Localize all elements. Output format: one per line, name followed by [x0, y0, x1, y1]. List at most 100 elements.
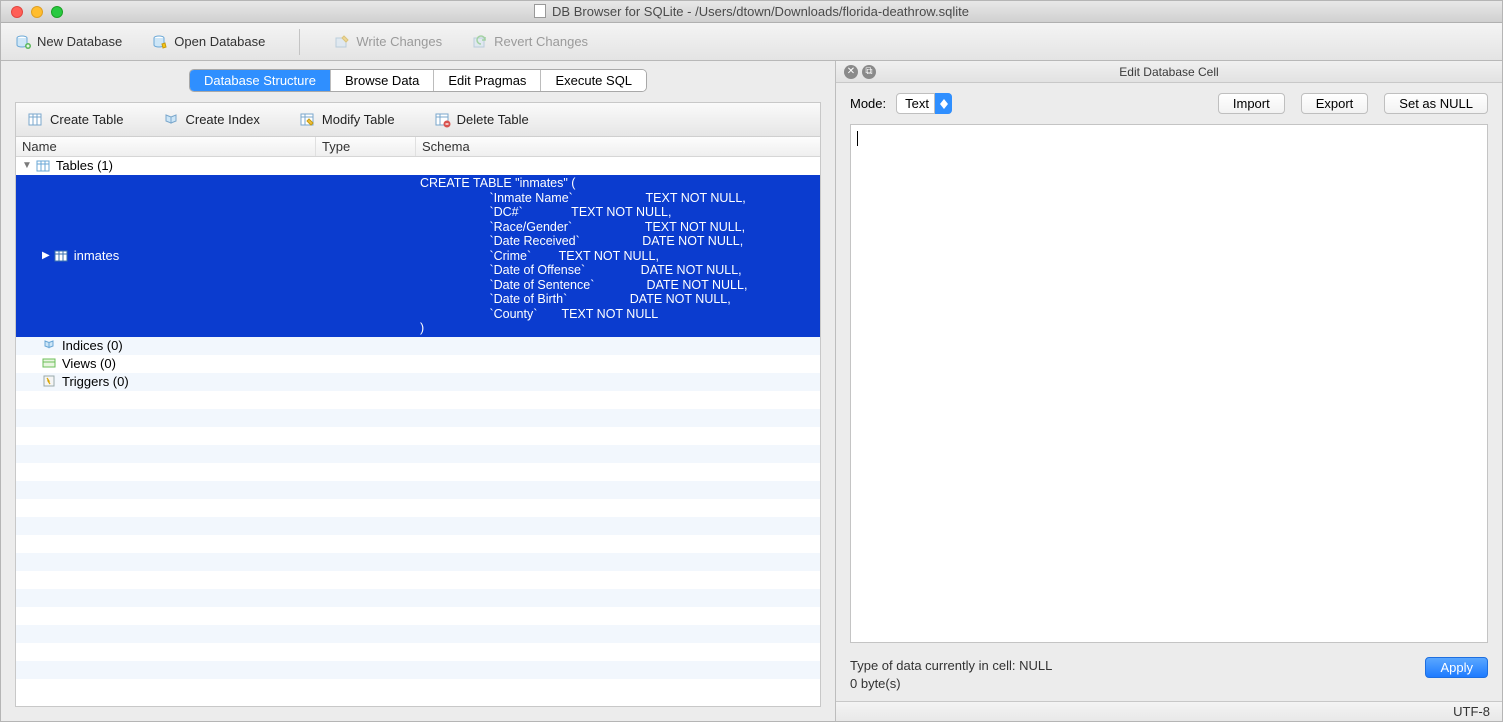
- cell-editor[interactable]: [850, 124, 1488, 643]
- blank-row: [16, 553, 820, 571]
- structure-toolbar: Create Table Create Index Modify Table D…: [16, 103, 820, 137]
- tree-body: ▼ Tables (1) ▶ inmates CREAT: [16, 157, 820, 706]
- body: Database Structure Browse Data Edit Prag…: [1, 61, 1502, 721]
- blank-row: [16, 463, 820, 481]
- write-changes-label: Write Changes: [356, 34, 442, 49]
- blank-row: [16, 391, 820, 409]
- tab-database-structure[interactable]: Database Structure: [190, 70, 331, 91]
- mode-select[interactable]: Text: [896, 93, 952, 114]
- tree-node-views[interactable]: Views (0): [16, 355, 820, 373]
- modify-table-icon: [300, 112, 316, 128]
- new-database-icon: [15, 34, 31, 50]
- toolbar-separator: [299, 29, 300, 55]
- create-table-label: Create Table: [50, 112, 123, 127]
- tab-execute-sql[interactable]: Execute SQL: [541, 70, 646, 91]
- blank-row: [16, 409, 820, 427]
- tree-node-triggers[interactable]: Triggers (0): [16, 373, 820, 391]
- view-icon: [42, 356, 56, 370]
- tab-edit-pragmas[interactable]: Edit Pragmas: [434, 70, 541, 91]
- editor-info-text: Type of data currently in cell: NULL 0 b…: [850, 657, 1052, 693]
- indices-label: Indices (0): [62, 338, 123, 353]
- editor-info-row: Type of data currently in cell: NULL 0 b…: [836, 653, 1502, 701]
- column-header-type[interactable]: Type: [316, 137, 416, 156]
- tree-node-tables[interactable]: ▼ Tables (1): [16, 157, 820, 175]
- new-database-button[interactable]: New Database: [15, 34, 122, 50]
- blank-row: [16, 607, 820, 625]
- close-panel-button[interactable]: ✕: [844, 65, 858, 79]
- tab-browse-data[interactable]: Browse Data: [331, 70, 434, 91]
- blank-row: [16, 589, 820, 607]
- tree-node-indices[interactable]: Indices (0): [16, 337, 820, 355]
- revert-changes-button[interactable]: Revert Changes: [472, 34, 588, 50]
- close-window-button[interactable]: [11, 6, 23, 18]
- delete-table-label: Delete Table: [457, 112, 529, 127]
- blank-row: [16, 427, 820, 445]
- create-index-button[interactable]: Create Index: [163, 112, 259, 128]
- import-button[interactable]: Import: [1218, 93, 1285, 114]
- delete-table-button[interactable]: Delete Table: [435, 112, 529, 128]
- titlebar: DB Browser for SQLite - /Users/dtown/Dow…: [1, 1, 1502, 23]
- mode-select-wrap: Text: [896, 93, 952, 114]
- new-database-label: New Database: [37, 34, 122, 49]
- apply-button[interactable]: Apply: [1425, 657, 1488, 678]
- left-pane: Database Structure Browse Data Edit Prag…: [1, 61, 836, 721]
- main-toolbar: New Database Open Database Write Changes…: [1, 23, 1502, 61]
- revert-changes-icon: [472, 34, 488, 50]
- traffic-lights: [11, 6, 63, 18]
- column-header-schema[interactable]: Schema: [416, 137, 820, 156]
- revert-changes-label: Revert Changes: [494, 34, 588, 49]
- zoom-window-button[interactable]: [51, 6, 63, 18]
- statusbar: UTF-8: [836, 701, 1502, 721]
- text-caret: [857, 131, 858, 146]
- set-as-null-button[interactable]: Set as NULL: [1384, 93, 1488, 114]
- tree-header: Name Type Schema: [16, 137, 820, 157]
- tree-node-table-inmates[interactable]: ▶ inmates CREATE TABLE "inmates" ( `Inma…: [16, 175, 820, 337]
- blank-row: [16, 625, 820, 643]
- table-group-icon: [36, 159, 50, 173]
- index-icon: [42, 338, 56, 352]
- editor-controls: Mode: Text Import Export Set as NULL: [836, 83, 1502, 124]
- table-icon: [54, 249, 68, 263]
- open-database-label: Open Database: [174, 34, 265, 49]
- create-table-button[interactable]: Create Table: [28, 112, 123, 128]
- modify-table-label: Modify Table: [322, 112, 395, 127]
- document-icon: [534, 4, 546, 18]
- tab-bar: Database Structure Browse Data Edit Prag…: [1, 61, 835, 98]
- app-window: DB Browser for SQLite - /Users/dtown/Dow…: [0, 0, 1503, 722]
- tables-label: Tables (1): [56, 158, 113, 173]
- float-panel-button[interactable]: ⧉: [862, 65, 876, 79]
- views-label: Views (0): [62, 356, 116, 371]
- encoding-label: UTF-8: [1453, 704, 1490, 719]
- blank-row: [16, 499, 820, 517]
- create-table-icon: [28, 112, 44, 128]
- right-pane: ✕ ⧉ Edit Database Cell Mode: Text Import: [836, 61, 1502, 721]
- tab-segment: Database Structure Browse Data Edit Prag…: [189, 69, 647, 92]
- open-database-button[interactable]: Open Database: [152, 34, 265, 50]
- mode-label: Mode:: [850, 96, 886, 111]
- trigger-icon: [42, 374, 56, 388]
- edit-cell-title: Edit Database Cell: [836, 65, 1502, 79]
- blank-row: [16, 481, 820, 499]
- schema-sql: CREATE TABLE "inmates" ( `Inmate Name` T…: [416, 175, 820, 337]
- blank-row: [16, 517, 820, 535]
- disclosure-triangle-icon[interactable]: ▶: [42, 250, 50, 261]
- type-info: Type of data currently in cell: NULL: [850, 657, 1052, 675]
- write-changes-button[interactable]: Write Changes: [334, 34, 442, 50]
- triggers-label: Triggers (0): [62, 374, 129, 389]
- export-button[interactable]: Export: [1301, 93, 1369, 114]
- column-header-name[interactable]: Name: [16, 137, 316, 156]
- delete-table-icon: [435, 112, 451, 128]
- edit-cell-panel-header: ✕ ⧉ Edit Database Cell: [836, 61, 1502, 83]
- modify-table-button[interactable]: Modify Table: [300, 112, 395, 128]
- table-name: inmates: [74, 248, 120, 263]
- size-info: 0 byte(s): [850, 675, 1052, 693]
- minimize-window-button[interactable]: [31, 6, 43, 18]
- blank-row: [16, 535, 820, 553]
- structure-panel: Create Table Create Index Modify Table D…: [15, 102, 821, 707]
- window-title: DB Browser for SQLite - /Users/dtown/Dow…: [1, 4, 1502, 19]
- blank-row: [16, 571, 820, 589]
- blank-row: [16, 643, 820, 661]
- disclosure-triangle-icon[interactable]: ▼: [22, 160, 32, 171]
- create-index-label: Create Index: [185, 112, 259, 127]
- open-database-icon: [152, 34, 168, 50]
